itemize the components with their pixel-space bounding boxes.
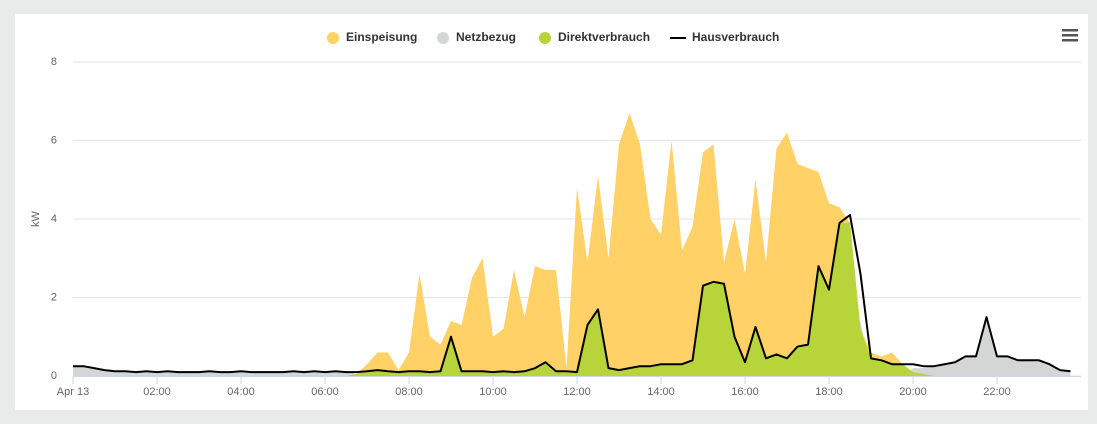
x-tick-label: 18:00 [815, 386, 843, 398]
x-tick-label: 22:00 [983, 386, 1011, 398]
y-tick-label: 4 [51, 213, 57, 225]
x-tick-label: 14:00 [647, 386, 675, 398]
x-tick-label: 16:00 [731, 386, 759, 398]
menu-bar [1062, 39, 1078, 42]
y-axis-label: kW [30, 210, 42, 227]
legend-item[interactable]: Netzbezug [437, 30, 516, 44]
legend-symbol [539, 32, 551, 44]
x-tick-label: 10:00 [479, 386, 507, 398]
menu-bar [1062, 29, 1078, 32]
series-line [73, 214, 1071, 374]
x-tick-label: Apr 13 [57, 386, 89, 398]
legend-symbol [437, 32, 449, 44]
x-tick-label: 06:00 [311, 386, 339, 398]
series-area [73, 222, 1071, 376]
legend-item[interactable]: Hausverbrauch [670, 30, 779, 44]
legend-label: Hausverbrauch [692, 30, 779, 44]
legend-label: Einspeisung [346, 30, 417, 44]
y-tick-label: 6 [51, 134, 57, 146]
y-tick-label: 2 [51, 291, 57, 303]
legend-item[interactable]: Direktverbrauch [539, 30, 650, 44]
x-tick-label: 20:00 [899, 386, 927, 398]
series-area [73, 317, 1071, 376]
menu-bar [1062, 34, 1078, 37]
x-tick-label: 02:00 [143, 386, 171, 398]
legend-label: Netzbezug [456, 30, 516, 44]
y-tick-label: 0 [51, 370, 57, 382]
y-tick-label: 8 [51, 56, 57, 68]
menu-button[interactable] [1062, 29, 1078, 42]
x-tick-label: 12:00 [563, 386, 591, 398]
legend-item[interactable]: Einspeisung [327, 30, 417, 44]
x-tick-label: 04:00 [227, 386, 255, 398]
legend-label: Direktverbrauch [558, 30, 650, 44]
legend-symbol [327, 32, 339, 44]
x-tick-label: 08:00 [395, 386, 423, 398]
